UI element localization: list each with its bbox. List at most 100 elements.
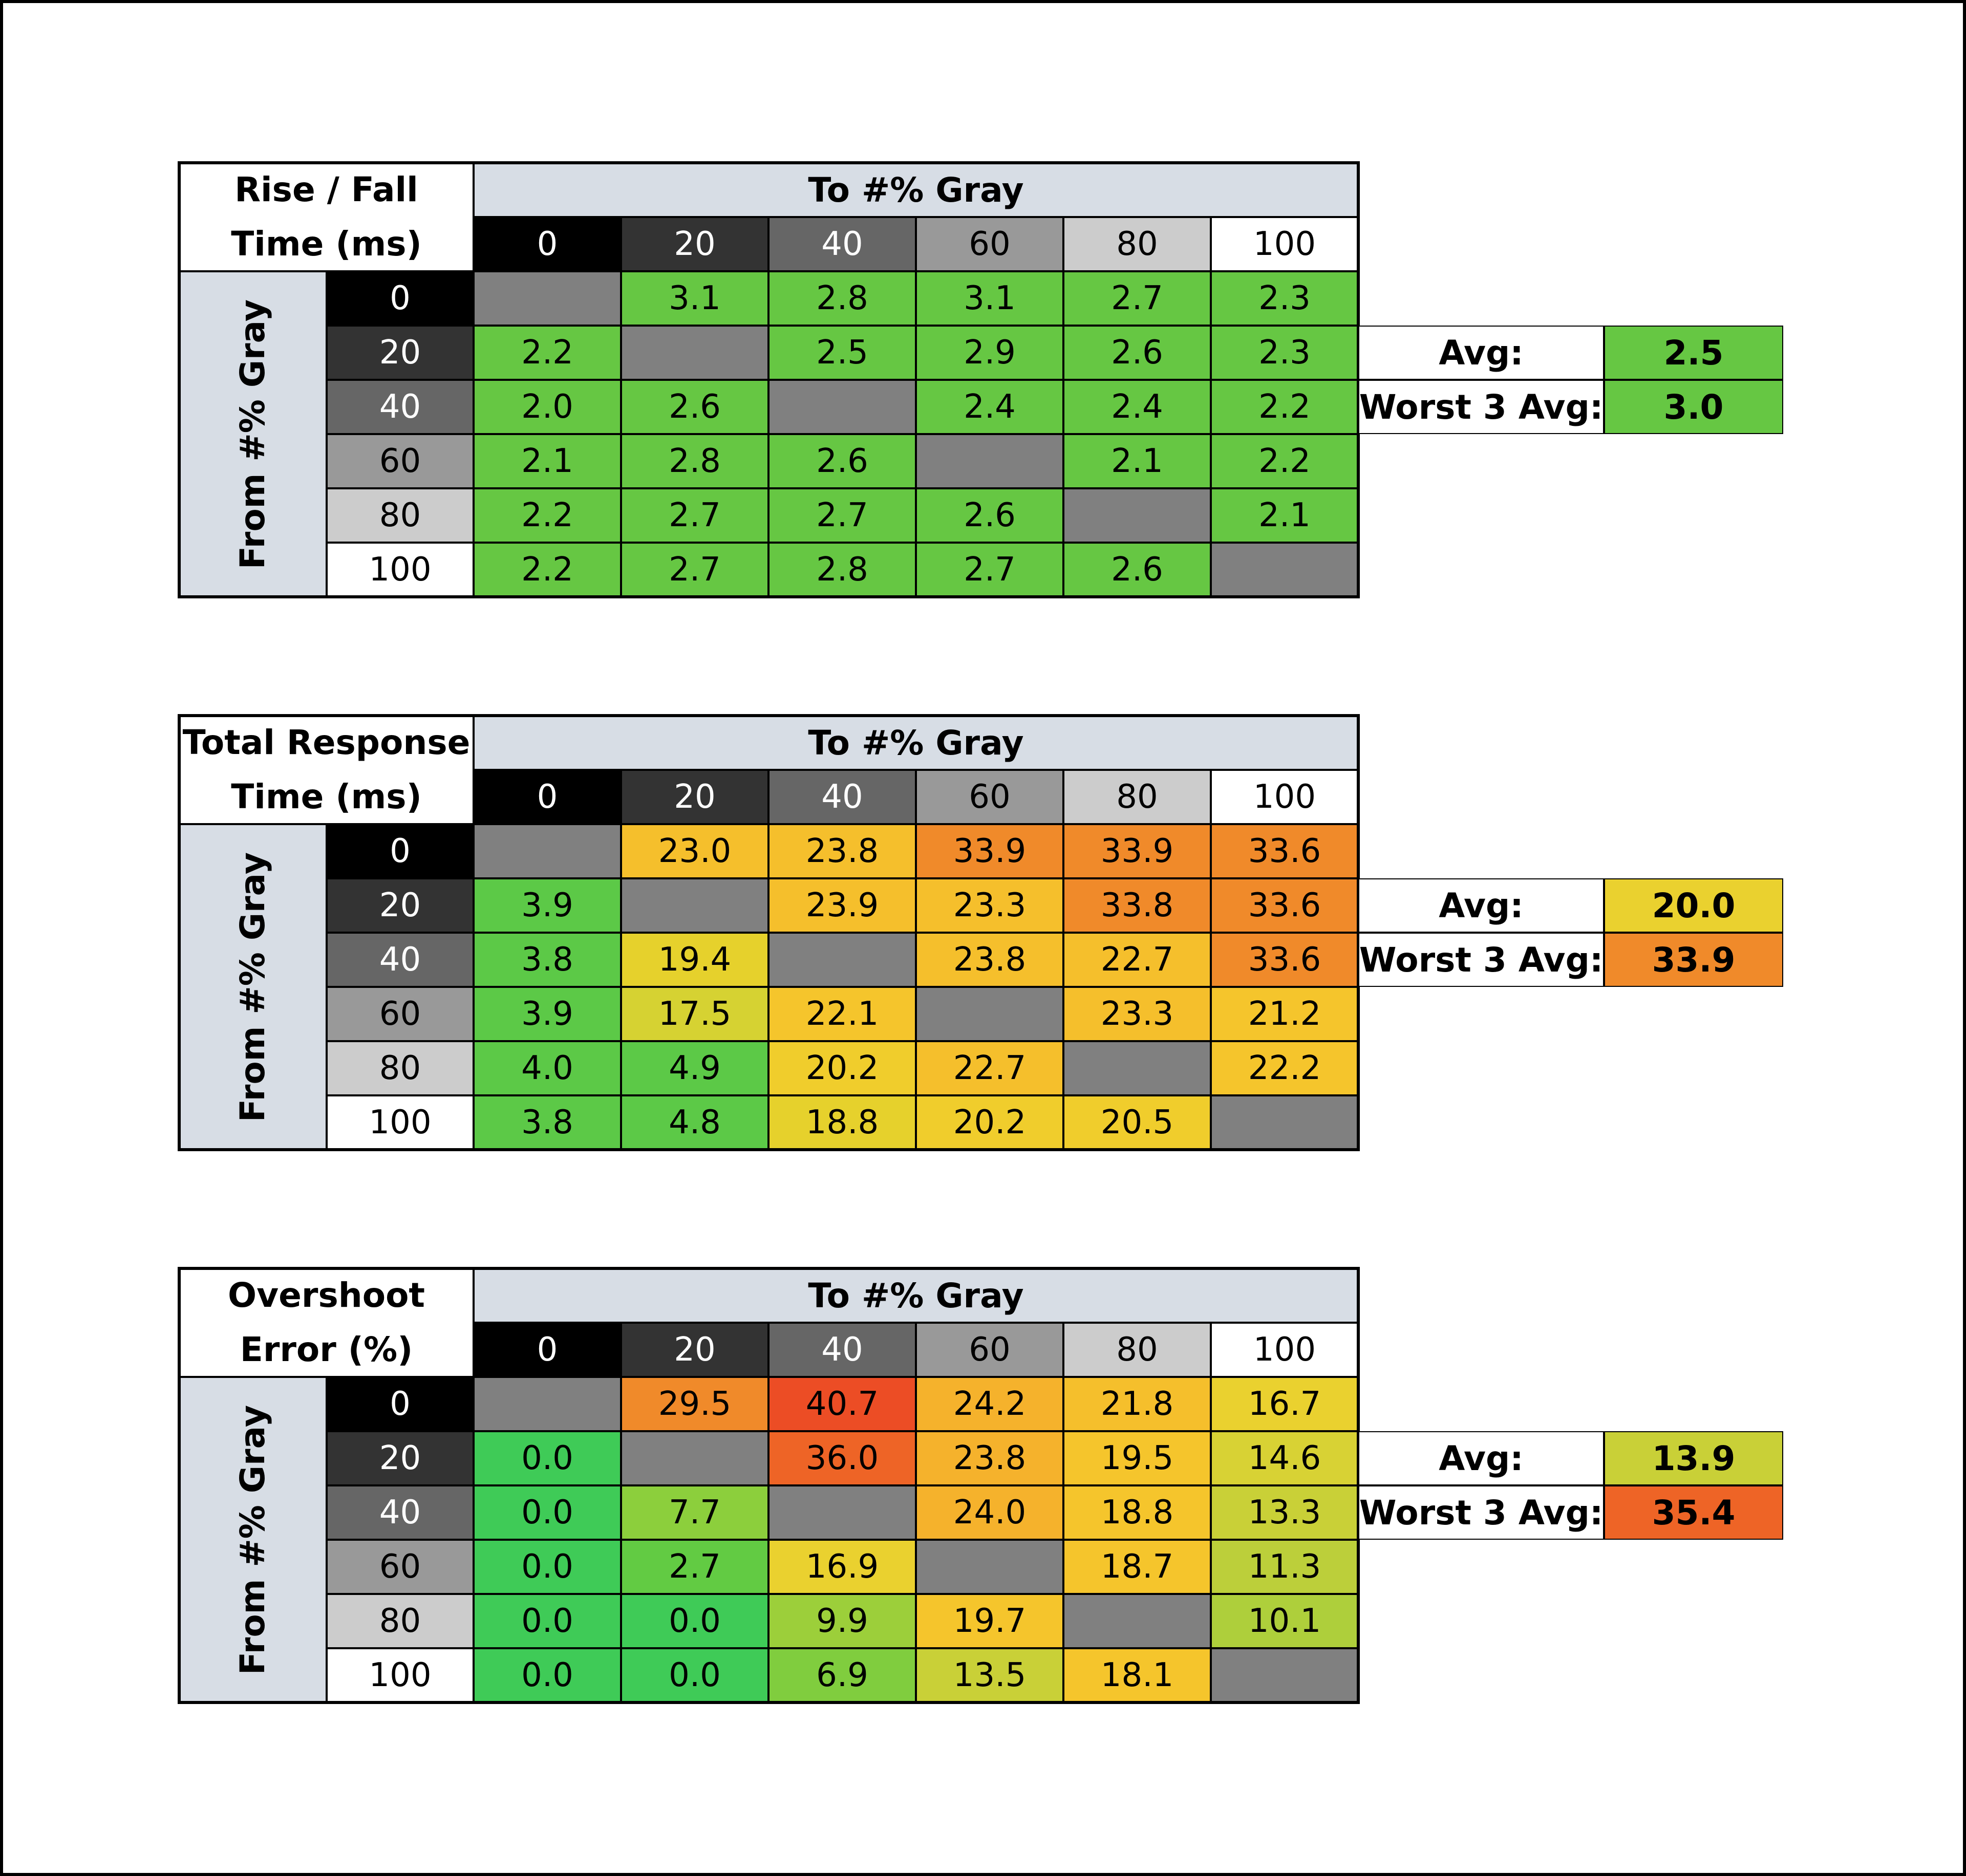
worst3-value: 3.0 bbox=[1604, 380, 1783, 434]
heatmap-cell: 24.2 bbox=[916, 1377, 1063, 1431]
column-level-label: 80 bbox=[1063, 217, 1211, 271]
heatmap-cell: 2.6 bbox=[768, 434, 916, 488]
worst3-label: Worst 3 Avg: bbox=[1358, 1485, 1604, 1540]
row-level-label: 0 bbox=[327, 824, 474, 878]
heatmap-cell: 33.6 bbox=[1211, 824, 1358, 878]
column-level-label: 80 bbox=[1063, 1323, 1211, 1377]
worst3-label: Worst 3 Avg: bbox=[1358, 933, 1604, 987]
heatmap-cell: 24.0 bbox=[916, 1485, 1063, 1540]
row-level-label: 20 bbox=[327, 326, 474, 380]
heatmap-cell: 2.9 bbox=[916, 326, 1063, 380]
heatmap-cell: 23.8 bbox=[768, 824, 916, 878]
heatmap-cell: 3.8 bbox=[474, 933, 621, 987]
heatmap-cell: 33.9 bbox=[1063, 824, 1211, 878]
heatmap-cell: 22.7 bbox=[916, 1041, 1063, 1095]
heatmap-cell: 3.8 bbox=[474, 1095, 621, 1150]
empty-cell bbox=[1063, 1041, 1211, 1095]
column-level-label: 40 bbox=[768, 217, 916, 271]
heatmap-cell: 2.6 bbox=[916, 488, 1063, 543]
empty-cell bbox=[621, 878, 768, 933]
heatmap-cell: 2.6 bbox=[1063, 326, 1211, 380]
heatmap-cell: 21.8 bbox=[1063, 1377, 1211, 1431]
heatmap-cell: 3.1 bbox=[916, 271, 1063, 326]
row-level-label: 60 bbox=[327, 1540, 474, 1594]
heatmap-cell: 6.9 bbox=[768, 1648, 916, 1702]
heatmap-cell: 23.3 bbox=[916, 878, 1063, 933]
empty-cell bbox=[474, 271, 621, 326]
column-axis-label: To #% Gray bbox=[474, 163, 1358, 217]
empty-cell bbox=[1063, 1594, 1211, 1648]
empty-cell bbox=[474, 824, 621, 878]
heatmap-cell: 2.7 bbox=[768, 488, 916, 543]
row-level-label: 40 bbox=[327, 380, 474, 434]
avg-value: 2.5 bbox=[1604, 326, 1783, 380]
column-level-label: 80 bbox=[1063, 770, 1211, 824]
empty-cell bbox=[1211, 1648, 1358, 1702]
heatmap-cell: 16.7 bbox=[1211, 1377, 1358, 1431]
heatmap-cell: 20.2 bbox=[768, 1041, 916, 1095]
heatmap-cell: 9.9 bbox=[768, 1594, 916, 1648]
heatmap-cell: 40.7 bbox=[768, 1377, 916, 1431]
empty-cell bbox=[474, 1377, 621, 1431]
row-axis-label: From #% Gray bbox=[179, 271, 327, 597]
heatmap-cell: 33.9 bbox=[916, 824, 1063, 878]
heatmap-cell: 4.9 bbox=[621, 1041, 768, 1095]
worst3-value: 33.9 bbox=[1604, 933, 1783, 987]
heatmap-cell: 13.3 bbox=[1211, 1485, 1358, 1540]
column-level-label: 60 bbox=[916, 217, 1063, 271]
avg-label: Avg: bbox=[1358, 326, 1604, 380]
column-axis-label: To #% Gray bbox=[474, 716, 1358, 770]
heatmap-cell: 2.5 bbox=[768, 326, 916, 380]
column-level-label: 60 bbox=[916, 770, 1063, 824]
empty-cell bbox=[916, 434, 1063, 488]
table-title: Rise / Fall Time (ms) bbox=[179, 163, 474, 271]
heatmap-cell: 23.8 bbox=[916, 1431, 1063, 1485]
heatmap-cell: 22.2 bbox=[1211, 1041, 1358, 1095]
table-title-line: Time (ms) bbox=[231, 777, 422, 816]
heatmap-cell: 2.1 bbox=[1063, 434, 1211, 488]
heatmap-cell: 17.5 bbox=[621, 987, 768, 1041]
heatmap-cell: 2.8 bbox=[621, 434, 768, 488]
column-level-label: 20 bbox=[621, 770, 768, 824]
empty-cell bbox=[621, 326, 768, 380]
heatmap-cell: 19.5 bbox=[1063, 1431, 1211, 1485]
column-level-label: 0 bbox=[474, 770, 621, 824]
column-level-label: 60 bbox=[916, 1323, 1063, 1377]
table-title-line: Time (ms) bbox=[231, 224, 422, 264]
heatmap-cell: 2.7 bbox=[621, 543, 768, 597]
empty-cell bbox=[1063, 488, 1211, 543]
heatmap-cell: 0.0 bbox=[474, 1540, 621, 1594]
heatmap-cell: 11.3 bbox=[1211, 1540, 1358, 1594]
avg-label: Avg: bbox=[1358, 1431, 1604, 1485]
heatmap-cell: 2.8 bbox=[768, 271, 916, 326]
heatmap-cell: 0.0 bbox=[621, 1594, 768, 1648]
row-level-label: 60 bbox=[327, 434, 474, 488]
heatmap-cell: 14.6 bbox=[1211, 1431, 1358, 1485]
empty-cell bbox=[916, 987, 1063, 1041]
heatmap-cell: 0.0 bbox=[474, 1594, 621, 1648]
heatmap-cell: 2.2 bbox=[474, 488, 621, 543]
row-axis-label-text: From #% Gray bbox=[233, 852, 273, 1122]
heatmap-cell: 2.2 bbox=[474, 326, 621, 380]
heatmap-cell: 7.7 bbox=[621, 1485, 768, 1540]
row-level-label: 60 bbox=[327, 987, 474, 1041]
avg-value: 20.0 bbox=[1604, 878, 1783, 933]
heatmap-cell: 18.8 bbox=[768, 1095, 916, 1150]
row-level-label: 100 bbox=[327, 1095, 474, 1150]
empty-cell bbox=[1211, 1095, 1358, 1150]
table-title-line: Rise / Fall bbox=[234, 170, 418, 209]
worst3-value: 35.4 bbox=[1604, 1485, 1783, 1540]
row-level-label: 80 bbox=[327, 1041, 474, 1095]
heatmap-cell: 36.0 bbox=[768, 1431, 916, 1485]
column-level-label: 20 bbox=[621, 217, 768, 271]
heatmap-cell: 2.0 bbox=[474, 380, 621, 434]
row-axis-label: From #% Gray bbox=[179, 824, 327, 1150]
heatmap-cell: 2.4 bbox=[916, 380, 1063, 434]
row-level-label: 80 bbox=[327, 1594, 474, 1648]
row-level-label: 20 bbox=[327, 878, 474, 933]
heatmap-cell: 18.8 bbox=[1063, 1485, 1211, 1540]
row-level-label: 0 bbox=[327, 1377, 474, 1431]
heatmap-cell: 22.1 bbox=[768, 987, 916, 1041]
heatmap-cell: 3.1 bbox=[621, 271, 768, 326]
heatmap-cell: 33.6 bbox=[1211, 878, 1358, 933]
